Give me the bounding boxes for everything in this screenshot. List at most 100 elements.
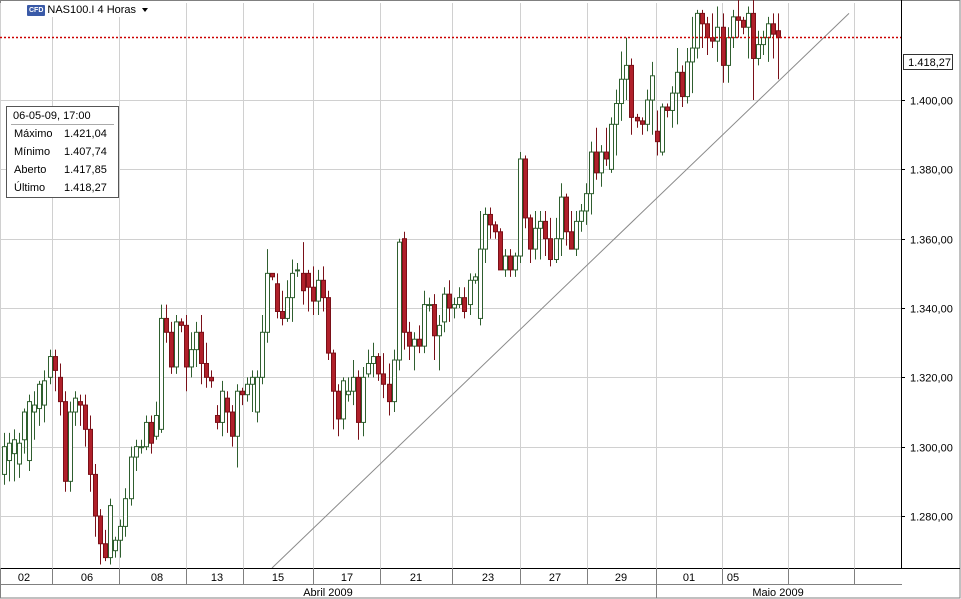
candle-down (432, 294, 437, 361)
candle-body (361, 376, 366, 423)
infobox-label: Máximo (14, 128, 53, 140)
candle-body (164, 317, 169, 333)
y-tick-label: 1.400,00 (910, 96, 953, 108)
candle-up (108, 498, 113, 565)
candle-up (73, 391, 78, 426)
candle-down (604, 127, 609, 166)
candle-up (579, 204, 584, 232)
candle-up (295, 262, 300, 277)
candle-body (387, 383, 392, 403)
caret-down-icon[interactable] (142, 8, 149, 12)
candle-down (58, 363, 63, 416)
candle-body (548, 238, 553, 261)
candle-up (159, 304, 164, 433)
candle-body (22, 411, 27, 441)
candle-up (574, 210, 579, 257)
x-month-label: Maio 2009 (752, 587, 803, 599)
candle-body (736, 16, 741, 21)
candle-down (488, 207, 493, 239)
candle-body (204, 362, 209, 378)
y-tick-label: 1.280,00 (910, 512, 953, 524)
candle-up (144, 415, 149, 451)
infobox-label: Último (14, 182, 46, 194)
candle-down (387, 363, 392, 416)
candle-down (331, 349, 336, 430)
candle-body (761, 37, 766, 46)
infobox-date: 06-05-09, 17:00 (13, 110, 91, 122)
candle-body (543, 220, 548, 240)
candle-up (139, 439, 144, 454)
ohlc-infobox: 06-05-09, 17:00 Máximo 1.421,04 Mínimo 1… (6, 106, 119, 198)
candle-up (366, 349, 371, 378)
candle-down (751, 0, 756, 101)
candle-body (675, 71, 680, 94)
candle-up (189, 332, 194, 378)
candle-body (513, 255, 518, 271)
candle-up (351, 360, 356, 406)
candle-up (645, 89, 650, 132)
candle-up (584, 183, 589, 225)
candle-down (629, 58, 634, 135)
x-tick-label: 08 (151, 572, 163, 584)
candle-body (230, 411, 235, 437)
candle-body (392, 359, 397, 403)
candle-body (225, 397, 230, 413)
candle-up (766, 16, 771, 62)
candle-up (250, 370, 255, 413)
candle-up (589, 141, 594, 215)
candle-down (381, 353, 386, 399)
candle-down (523, 155, 528, 229)
candle-up (695, 9, 700, 59)
candle-body (209, 376, 214, 382)
candle-up (27, 394, 32, 471)
candle-up (614, 89, 619, 156)
candle-body (417, 338, 422, 347)
candle-down (655, 110, 660, 156)
candle-up (756, 30, 761, 66)
candle-body (93, 473, 98, 517)
candle-body (144, 421, 149, 448)
candle-body (604, 151, 609, 160)
candle-up (37, 380, 42, 426)
candle-body (184, 324, 189, 368)
candle-down (164, 304, 169, 343)
candle-down (103, 529, 108, 562)
x-tick-label: 05 (727, 572, 739, 584)
candle-series (2, 0, 781, 565)
candle-down (149, 415, 154, 454)
candle-up (518, 152, 523, 263)
support-trendline (271, 13, 850, 569)
y-tick-label: 1.300,00 (910, 443, 953, 455)
candle-down (665, 103, 670, 118)
candle-down (240, 387, 245, 406)
candle-up (129, 446, 134, 506)
candle-body (139, 446, 144, 449)
candle-body (731, 16, 736, 39)
candle-up (422, 290, 427, 354)
candle-body (220, 390, 225, 423)
candle-body (655, 130, 660, 143)
candle-body (508, 255, 513, 271)
candle-up (265, 249, 270, 343)
candle-body (579, 210, 584, 222)
candle-body (478, 248, 483, 319)
candle-up (533, 210, 538, 260)
candle-up (118, 519, 123, 558)
instrument-selector[interactable]: CFD NAS100.I 4 Horas (27, 3, 152, 17)
x-tick-label: 02 (18, 572, 30, 584)
candle-body (766, 23, 771, 39)
candle-body (452, 304, 457, 309)
candle-body (2, 446, 7, 475)
candle-body (366, 362, 371, 375)
candle-body (250, 376, 255, 385)
candle-body (98, 515, 103, 545)
y-tick-label: 1.320,00 (910, 373, 953, 385)
candle-body (169, 331, 174, 368)
candle-up (731, 9, 736, 49)
candle-down (270, 272, 275, 281)
candle-body (422, 304, 427, 347)
y-tick-label: 1.360,00 (910, 235, 953, 247)
candle-up (68, 401, 73, 492)
